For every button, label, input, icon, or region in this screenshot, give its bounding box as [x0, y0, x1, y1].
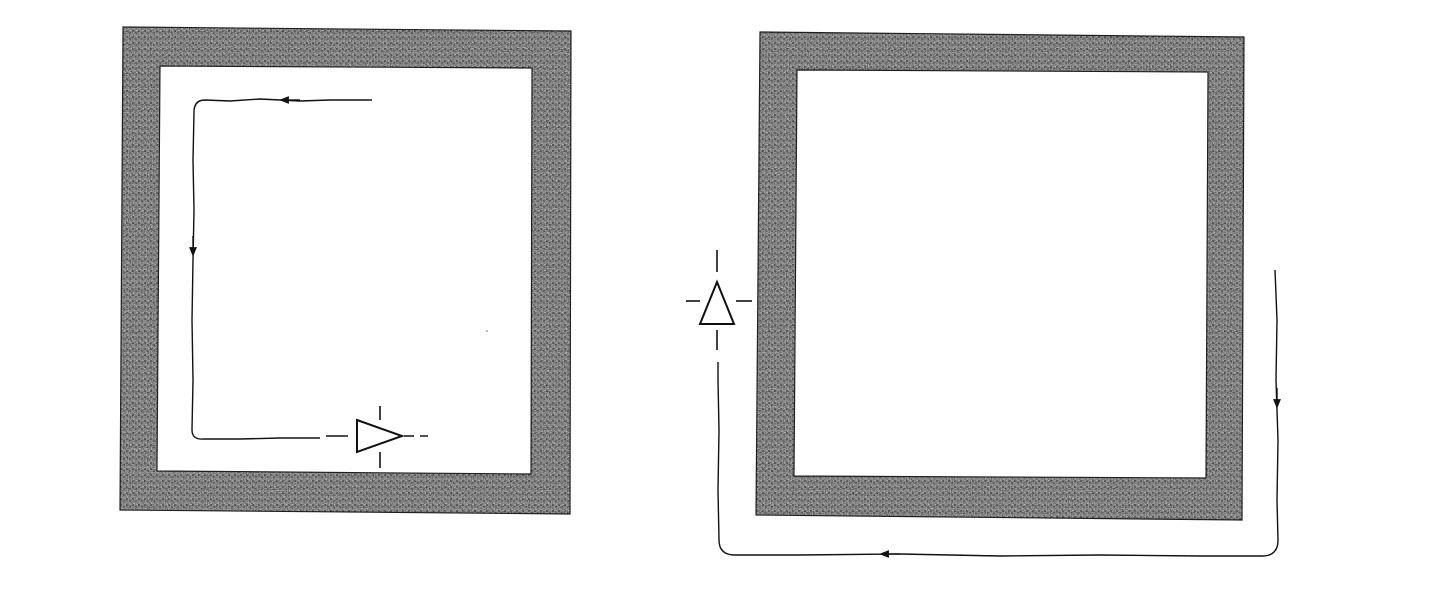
right-flow-path: [717, 269, 1279, 557]
right-wall: [755, 31, 1245, 521]
left-flow-path: [191, 98, 372, 440]
right-panel: [686, 31, 1281, 558]
scan-speck: [486, 330, 488, 332]
left-sensor-icon: [326, 406, 428, 468]
right-wall-stipple: [756, 32, 1244, 520]
right-sensor-icon: [686, 250, 752, 350]
left-panel: [119, 26, 572, 515]
